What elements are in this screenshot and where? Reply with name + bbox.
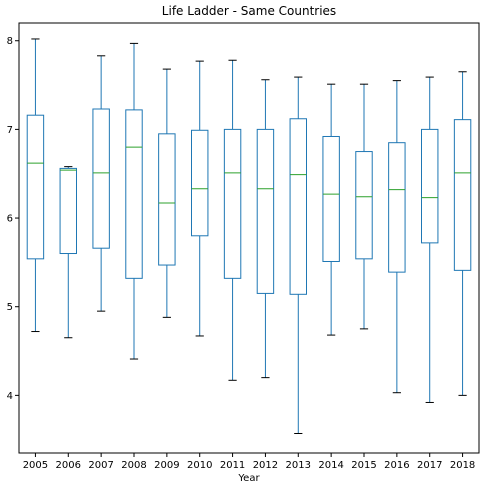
x-tick-label: 2005 xyxy=(23,460,48,471)
box-iqr xyxy=(59,167,78,255)
y-tick-label: 5 xyxy=(7,302,13,313)
box-2016 xyxy=(388,80,406,394)
x-tick-label: 2018 xyxy=(450,460,475,471)
box-iqr xyxy=(158,133,176,266)
x-axis: 2005 2006 2007 2008 2009 2010 2011 2012 2013 2014… xyxy=(23,453,475,471)
box-iqr xyxy=(453,119,472,271)
box-2010 xyxy=(191,60,209,337)
x-tick-label: 2016 xyxy=(384,460,409,471)
box-2013 xyxy=(289,76,308,434)
x-tick-label: 2015 xyxy=(351,460,376,471)
x-tick-label: 2017 xyxy=(417,460,442,471)
x-tick-label: 2006 xyxy=(56,460,81,471)
box-iqr xyxy=(256,128,275,294)
x-tick-label: 2008 xyxy=(121,460,146,471)
x-tick-label: 2014 xyxy=(318,460,343,471)
box-iqr xyxy=(125,109,143,279)
x-tick-label: 2013 xyxy=(286,460,311,471)
box-iqr xyxy=(421,128,439,244)
y-axis: 4 5 6 7 8 xyxy=(7,36,19,402)
box-2005 xyxy=(26,38,45,333)
chart-title: Life Ladder - Same Countries xyxy=(162,4,336,18)
box-2011 xyxy=(223,59,242,381)
box-iqr xyxy=(26,114,45,260)
box-iqr xyxy=(92,108,110,249)
x-tick-label: 2009 xyxy=(154,460,179,471)
box-2009 xyxy=(158,68,176,318)
box-2012 xyxy=(256,79,275,379)
box-2017 xyxy=(421,76,439,403)
x-tick-label: 2007 xyxy=(88,460,113,471)
y-tick-label: 6 xyxy=(7,214,13,225)
box-2015 xyxy=(355,83,373,330)
x-tick-label: 2011 xyxy=(220,460,245,471)
box-2014 xyxy=(322,83,340,336)
box-2006 xyxy=(59,166,78,339)
y-tick-label: 7 xyxy=(7,125,13,136)
x-axis-label: Year xyxy=(237,473,260,484)
plot-frame xyxy=(18,22,480,454)
y-tick-label: 4 xyxy=(7,391,13,402)
box-iqr xyxy=(322,135,340,262)
box-2018 xyxy=(453,71,472,396)
box-iqr xyxy=(191,129,209,237)
box-iqr xyxy=(388,142,406,273)
box-iqr xyxy=(355,151,373,260)
box-iqr xyxy=(223,128,242,279)
x-tick-label: 2010 xyxy=(187,460,212,471)
box-2007 xyxy=(92,55,110,312)
box-2008 xyxy=(125,42,143,360)
x-tick-label: 2012 xyxy=(253,460,278,471)
plot-area xyxy=(26,38,472,434)
y-tick-label: 8 xyxy=(7,36,13,47)
box-iqr xyxy=(289,118,308,295)
